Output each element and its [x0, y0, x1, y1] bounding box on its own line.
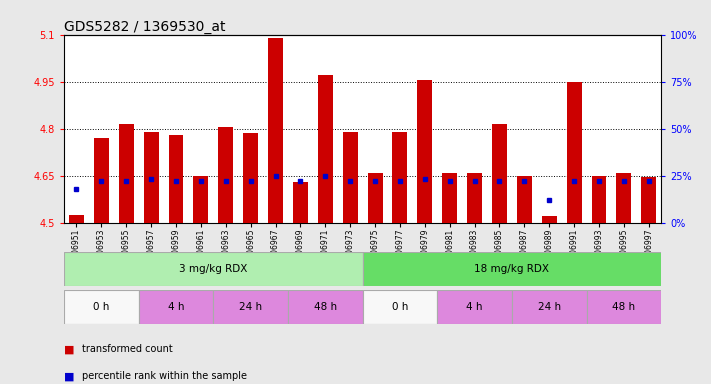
Bar — [64, 252, 363, 286]
Bar — [243, 133, 258, 223]
Bar — [268, 38, 283, 223]
Bar — [213, 290, 288, 324]
Text: 24 h: 24 h — [538, 302, 561, 312]
Bar — [392, 132, 407, 223]
Text: transformed count: transformed count — [82, 344, 173, 354]
Text: ■: ■ — [64, 371, 75, 381]
Bar — [64, 290, 139, 324]
Bar — [363, 252, 661, 286]
Text: percentile rank within the sample: percentile rank within the sample — [82, 371, 247, 381]
Bar — [492, 124, 507, 223]
Text: 48 h: 48 h — [612, 302, 636, 312]
Text: 3 mg/kg RDX: 3 mg/kg RDX — [179, 264, 247, 274]
Bar — [318, 75, 333, 223]
Bar — [169, 135, 183, 223]
Bar — [587, 290, 661, 324]
Bar — [94, 138, 109, 223]
Bar — [343, 132, 358, 223]
Bar — [69, 215, 84, 223]
Text: 4 h: 4 h — [466, 302, 483, 312]
Bar — [592, 175, 606, 223]
Bar — [517, 175, 532, 223]
Text: 0 h: 0 h — [392, 302, 408, 312]
Bar — [512, 290, 587, 324]
Bar — [437, 290, 512, 324]
Bar — [567, 81, 582, 223]
Bar — [442, 172, 457, 223]
Bar — [218, 127, 233, 223]
Bar — [288, 290, 363, 324]
Bar — [119, 124, 134, 223]
Bar — [467, 172, 482, 223]
Text: ■: ■ — [64, 344, 75, 354]
Bar — [616, 172, 631, 223]
Text: 0 h: 0 h — [93, 302, 109, 312]
Text: 48 h: 48 h — [314, 302, 337, 312]
Bar — [293, 182, 308, 223]
Bar — [417, 80, 432, 223]
Text: GDS5282 / 1369530_at: GDS5282 / 1369530_at — [64, 20, 225, 33]
Text: 18 mg/kg RDX: 18 mg/kg RDX — [474, 264, 550, 274]
Bar — [641, 177, 656, 223]
Bar — [139, 290, 213, 324]
Bar — [542, 217, 557, 223]
Text: 24 h: 24 h — [239, 302, 262, 312]
Bar — [368, 172, 383, 223]
Bar — [144, 132, 159, 223]
Bar — [363, 290, 437, 324]
Bar — [193, 175, 208, 223]
Text: 4 h: 4 h — [168, 302, 184, 312]
